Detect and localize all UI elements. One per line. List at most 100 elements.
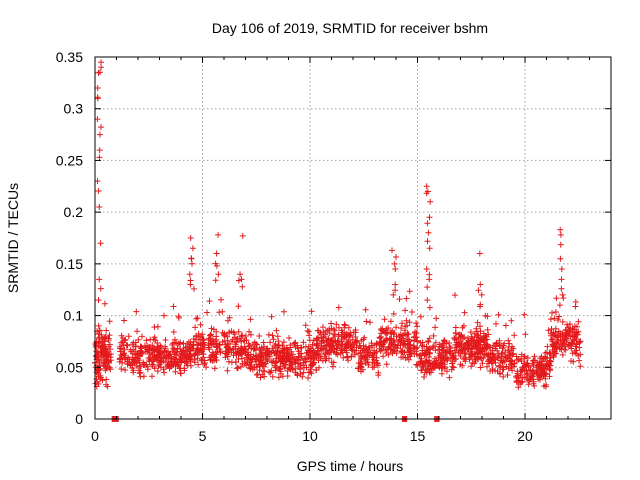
data-point [238,333,245,340]
data-point [314,342,321,349]
data-point [546,357,553,364]
data-point [537,376,543,383]
data-point [468,338,475,345]
data-point [201,357,208,364]
data-point [538,353,545,360]
data-point [319,357,326,364]
data-point [465,335,471,342]
data-point [400,335,407,342]
data-point [184,348,191,355]
data-point [158,344,164,351]
data-point [409,309,415,315]
data-point [307,354,314,361]
data-point [335,331,342,338]
data-point [131,358,137,364]
data-point [338,347,345,354]
data-point [132,359,138,366]
data-point [243,337,250,344]
data-point [342,322,349,329]
data-point [224,367,231,374]
data-point [308,370,315,377]
data-point [275,374,282,381]
data-point [461,345,468,352]
data-point [213,262,220,269]
data-point [224,317,231,324]
data-point [494,347,501,354]
data-point [423,343,430,350]
data-point [423,266,430,272]
data-point [508,317,515,324]
data-point [275,347,282,354]
data-point [101,300,108,307]
data-point [313,336,320,343]
data-point [500,345,507,351]
data-point [141,342,148,349]
data-point [424,220,431,227]
data-point [258,344,265,351]
data-point [513,378,520,385]
data-point [149,363,156,369]
data-point [385,325,392,331]
data-point [188,255,195,262]
data-point [266,369,272,376]
data-point [393,333,400,340]
data-point [509,367,516,374]
data-point [214,348,221,355]
data-point [311,359,317,366]
data-point [426,276,433,283]
data-point [168,355,175,362]
data-point [398,354,405,361]
data-point [573,347,580,354]
data-point [404,330,411,337]
data-point [533,369,540,376]
data-point [462,358,469,365]
data-point [200,351,206,358]
data-point [130,369,137,376]
data-point [103,376,110,383]
data-point [172,363,179,370]
data-point [426,335,433,342]
data-point [552,309,559,315]
data-point [288,360,295,367]
data-point [490,342,497,349]
data-point [352,351,358,358]
data-point [247,316,254,323]
data-point [194,315,201,322]
data-point [537,366,544,373]
data-point [174,358,181,365]
data-point [98,64,105,71]
data-point [396,296,403,303]
data-point [345,337,352,344]
data-point [486,360,492,367]
data-point [411,334,417,341]
data-point [414,323,421,330]
data-point [504,372,511,378]
data-point [431,355,438,362]
data-point [134,328,141,335]
data-point [95,297,102,304]
data-point [98,59,104,66]
data-point [556,302,563,309]
data-point [393,254,399,260]
data-point [559,330,566,337]
data-point [187,356,194,363]
data-point [487,368,494,374]
data-point [458,340,465,347]
data-point [505,355,511,362]
data-point [553,339,560,346]
data-point [507,358,514,365]
data-point [575,318,582,325]
data-point [413,361,420,368]
data-point [549,309,555,316]
data-point [133,308,140,315]
data-point [492,359,499,366]
data-point [426,304,433,311]
data-point [284,373,291,379]
data-point [460,322,467,329]
data-point [237,350,243,357]
data-point [332,337,339,344]
data-point [414,344,421,351]
data-point [345,357,352,364]
data-point [147,336,154,343]
data-point [573,341,580,348]
